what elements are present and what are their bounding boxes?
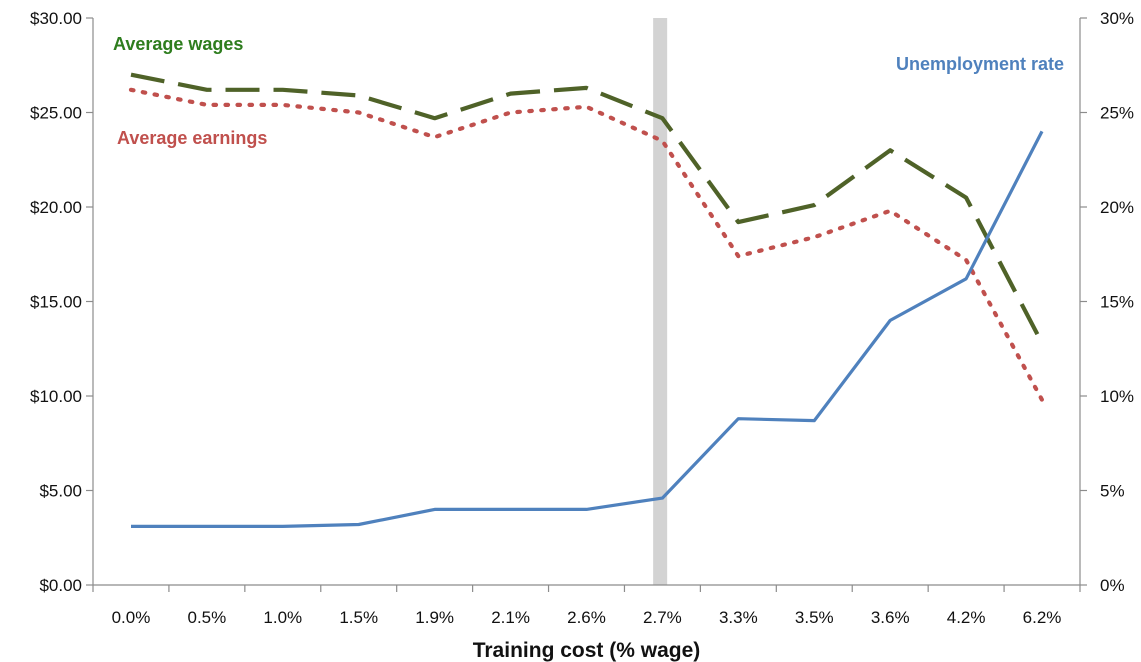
x-tick-label: 0.5% bbox=[188, 608, 227, 627]
series-lines bbox=[128, 72, 1045, 529]
x-tick-label: 2.1% bbox=[491, 608, 530, 627]
series-line-average-earnings bbox=[128, 87, 1045, 402]
series-line-unemployment-rate bbox=[131, 130, 1044, 529]
left-y-tick-label: $15.00 bbox=[30, 293, 82, 312]
x-tick-labels: 0.0% 0.5% 1.0% 1.5% 1.9% 2.1% 2.6% 2.7% 3.3% 3.5%… bbox=[112, 608, 1062, 627]
series-label-average-wages: Average wages bbox=[113, 34, 243, 54]
right-y-tick-label: 25% bbox=[1100, 104, 1134, 123]
left-y-tick-label: $5.00 bbox=[39, 482, 82, 501]
x-tick-label: 6.2% bbox=[1023, 608, 1062, 627]
left-y-tick-label: $10.00 bbox=[30, 387, 82, 406]
right-y-tick-label: 0% bbox=[1100, 576, 1125, 595]
x-tick-label: 0.0% bbox=[112, 608, 151, 627]
left-y-tick-label: $30.00 bbox=[30, 9, 82, 28]
x-tick-label: 2.6% bbox=[567, 608, 606, 627]
left-y-tick-label: $20.00 bbox=[30, 198, 82, 217]
tick-marks bbox=[86, 17, 1087, 592]
x-tick-label: 1.9% bbox=[415, 608, 454, 627]
x-tick-label: 2.7% bbox=[643, 608, 682, 627]
right-y-tick-labels: 0% 5% 10% 15% 20% 25% 30% bbox=[1100, 9, 1134, 595]
x-tick-label: 1.5% bbox=[339, 608, 378, 627]
series-label-average-earnings: Average earnings bbox=[117, 128, 267, 148]
highlight-band bbox=[653, 18, 668, 585]
right-y-tick-label: 15% bbox=[1100, 293, 1134, 312]
x-axis-title: Training cost (% wage) bbox=[473, 639, 701, 662]
left-y-tick-labels: $0.00 $5.00 $10.00 $15.00 $20.00 $25.00 $30.00 bbox=[30, 9, 82, 595]
series-labels: Average wages Average earnings Unemploymen… bbox=[113, 34, 1064, 148]
right-y-tick-label: 10% bbox=[1100, 387, 1134, 406]
left-y-tick-label: $0.00 bbox=[39, 576, 82, 595]
right-y-tick-label: 5% bbox=[1100, 482, 1125, 501]
x-tick-label: 3.5% bbox=[795, 608, 834, 627]
right-y-tick-label: 30% bbox=[1100, 9, 1134, 28]
x-tick-label: 1.0% bbox=[263, 608, 302, 627]
highlight-band-layer bbox=[653, 18, 668, 585]
series-label-unemployment-rate: Unemployment rate bbox=[896, 54, 1064, 74]
x-tick-label: 3.6% bbox=[871, 608, 910, 627]
left-y-tick-label: $25.00 bbox=[30, 104, 82, 123]
right-y-tick-label: 20% bbox=[1100, 198, 1134, 217]
series-line-average-wages bbox=[130, 72, 1044, 345]
x-tick-label: 4.2% bbox=[947, 608, 986, 627]
axes bbox=[92, 18, 1081, 586]
x-tick-label: 3.3% bbox=[719, 608, 758, 627]
